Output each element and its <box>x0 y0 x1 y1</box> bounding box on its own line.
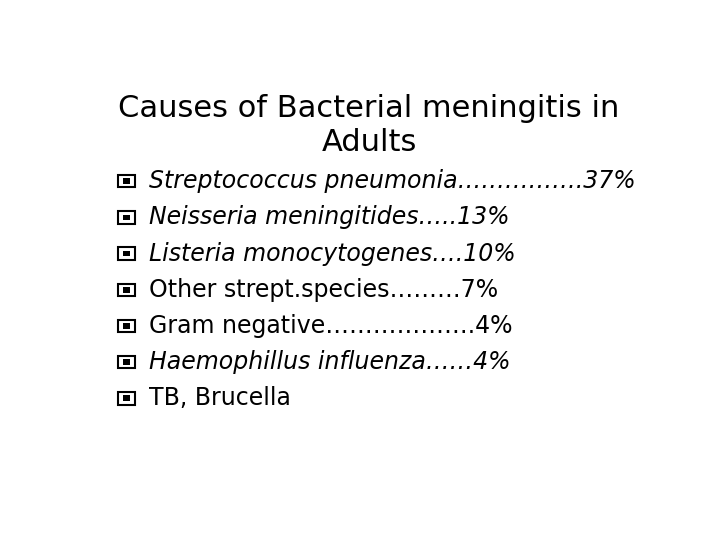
Bar <box>122 251 130 256</box>
Bar <box>118 356 135 368</box>
Bar <box>118 320 135 332</box>
Bar <box>122 359 130 365</box>
Text: Streptococcus pneumonia…………….37%: Streptococcus pneumonia…………….37% <box>148 169 635 193</box>
Text: Other strept.species………7%: Other strept.species………7% <box>148 278 498 302</box>
Text: Haemophillus influenza……4%: Haemophillus influenza……4% <box>148 350 510 374</box>
Bar <box>118 392 135 404</box>
Text: Neisseria meningitides…..13%: Neisseria meningitides…..13% <box>148 205 509 229</box>
Bar <box>122 323 130 329</box>
Bar <box>122 178 130 184</box>
Bar <box>118 284 135 296</box>
Text: Listeria monocytogenes….10%: Listeria monocytogenes….10% <box>148 241 516 266</box>
Text: TB, Brucella: TB, Brucella <box>148 386 290 410</box>
Bar <box>122 287 130 293</box>
Bar <box>118 211 135 224</box>
Bar <box>118 247 135 260</box>
Bar <box>118 175 135 187</box>
Text: Causes of Bacterial meningitis in
Adults: Causes of Bacterial meningitis in Adults <box>118 94 620 157</box>
Bar <box>122 395 130 401</box>
Bar <box>122 214 130 220</box>
Text: Gram negative……………….4%: Gram negative……………….4% <box>148 314 512 338</box>
